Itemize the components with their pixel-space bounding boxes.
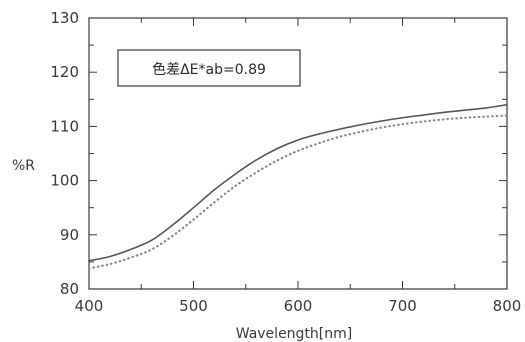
y-tick-label: 90 (60, 226, 79, 244)
annotation-text: 色差ΔE*ab=0.89 (152, 61, 266, 78)
y-tick-label: 120 (50, 63, 79, 81)
series-line-dotted (87, 114, 509, 270)
annotation-box: 色差ΔE*ab=0.89 (117, 49, 301, 87)
y-tick-labels: 80 90 100 110 120 130 (50, 9, 79, 298)
x-tick-labels: 400 500 600 700 800 (75, 297, 522, 315)
series-line-solid (88, 103, 508, 262)
axis-ticks (88, 17, 508, 290)
x-axis-label: Wavelength[nm] (236, 326, 352, 342)
y-tick-label: 110 (50, 117, 79, 135)
x-tick-label: 800 (493, 297, 522, 315)
x-tick-label: 500 (179, 297, 208, 315)
annotation-frame (117, 49, 301, 87)
y-tick-label: 100 (50, 172, 79, 190)
y-tick-label: 80 (60, 280, 79, 298)
x-tick-label: 600 (284, 297, 313, 315)
series-layer (87, 103, 509, 270)
y-axis-label: %R (12, 158, 35, 174)
x-tick-label: 700 (388, 297, 417, 315)
x-tick-label: 400 (75, 297, 104, 315)
y-tick-label: 130 (50, 9, 79, 27)
